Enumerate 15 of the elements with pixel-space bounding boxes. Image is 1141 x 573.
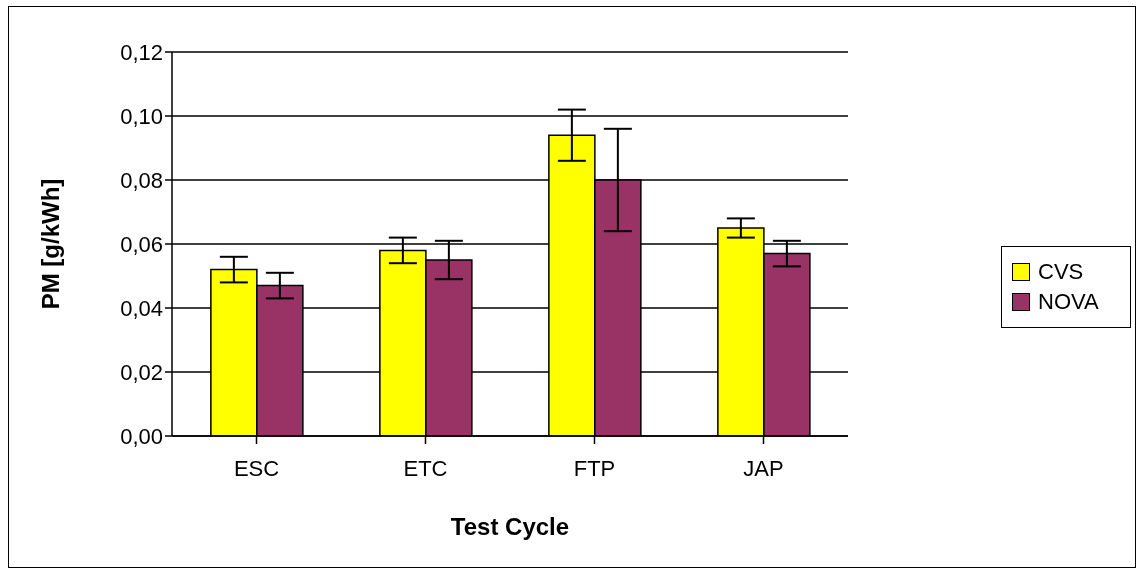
y-axis-title: PM [g/kWh] (36, 178, 64, 310)
x-tick-label: FTP (573, 455, 616, 481)
x-axis-title: Test Cycle (450, 513, 570, 540)
legend-label: CVS (1038, 258, 1084, 285)
y-tick-label: 0,10 (120, 103, 163, 129)
y-tick-label: 0,08 (120, 167, 163, 193)
y-tick-label: 0,04 (120, 295, 163, 321)
y-tick-label: 0,06 (120, 231, 163, 257)
y-tick-label: 0,00 (120, 423, 163, 449)
x-tick-label: ETC (403, 455, 448, 481)
y-tick-label: 0,12 (120, 39, 163, 65)
y-tick-label: 0,02 (120, 359, 163, 385)
legend-label: NOVA (1038, 288, 1099, 315)
x-tick-label: JAP (743, 455, 784, 481)
x-tick-label: ESC (233, 455, 280, 481)
